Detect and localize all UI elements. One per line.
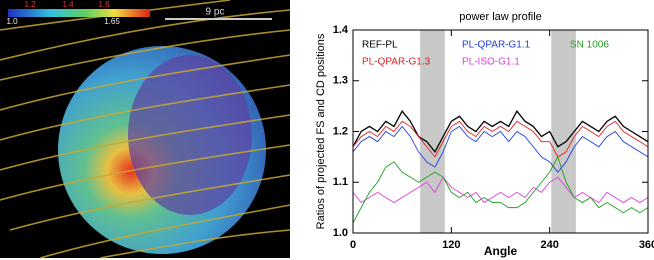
x-tick-label: 240 <box>540 239 558 251</box>
legend-entry: PL-QPAR-G1.3 <box>362 57 431 68</box>
y-tick-label: 1.4 <box>333 24 349 36</box>
legend-entry: REF-PL <box>362 40 398 51</box>
series-line <box>352 120 649 158</box>
shaded-span <box>420 30 445 233</box>
colorbar-label: 1.6 <box>98 0 110 9</box>
chart-title: power law profile <box>459 11 542 23</box>
rendering: 9 pc <box>0 0 291 259</box>
legend-entry: SN 1006 <box>570 40 609 51</box>
field-lines <box>0 0 291 259</box>
legend-entry: PL-ISO-G1.1 <box>462 57 520 68</box>
legend-entry: PL-QPAR-G1.1 <box>462 40 531 51</box>
series-line <box>352 125 649 173</box>
colorbar-label: 1.0 <box>6 17 18 26</box>
y-tick-label: 1.0 <box>333 227 348 239</box>
y-tick-label: 1.3 <box>333 75 348 87</box>
shaded-span <box>551 30 576 233</box>
y-tick-label: 1.2 <box>333 125 348 137</box>
colorbar-label: 1.65 <box>104 17 120 26</box>
colorbar <box>8 9 150 17</box>
y-tick-label: 1.1 <box>333 176 348 188</box>
y-axis-label: Ratios of projected FS and CD positions <box>315 33 327 229</box>
colorbar-label: 1.2 <box>24 0 36 9</box>
x-tick-label: 360 <box>639 239 654 251</box>
series-line <box>352 110 649 153</box>
x-tick-label: 0 <box>350 239 356 251</box>
x-tick-label: 120 <box>442 239 460 251</box>
colorbar-label: 1.4 <box>62 0 74 9</box>
x-axis-label: Angle <box>484 244 518 258</box>
series-line <box>352 155 649 224</box>
series-line <box>352 176 649 204</box>
scale-label: 9 pc <box>206 7 225 18</box>
